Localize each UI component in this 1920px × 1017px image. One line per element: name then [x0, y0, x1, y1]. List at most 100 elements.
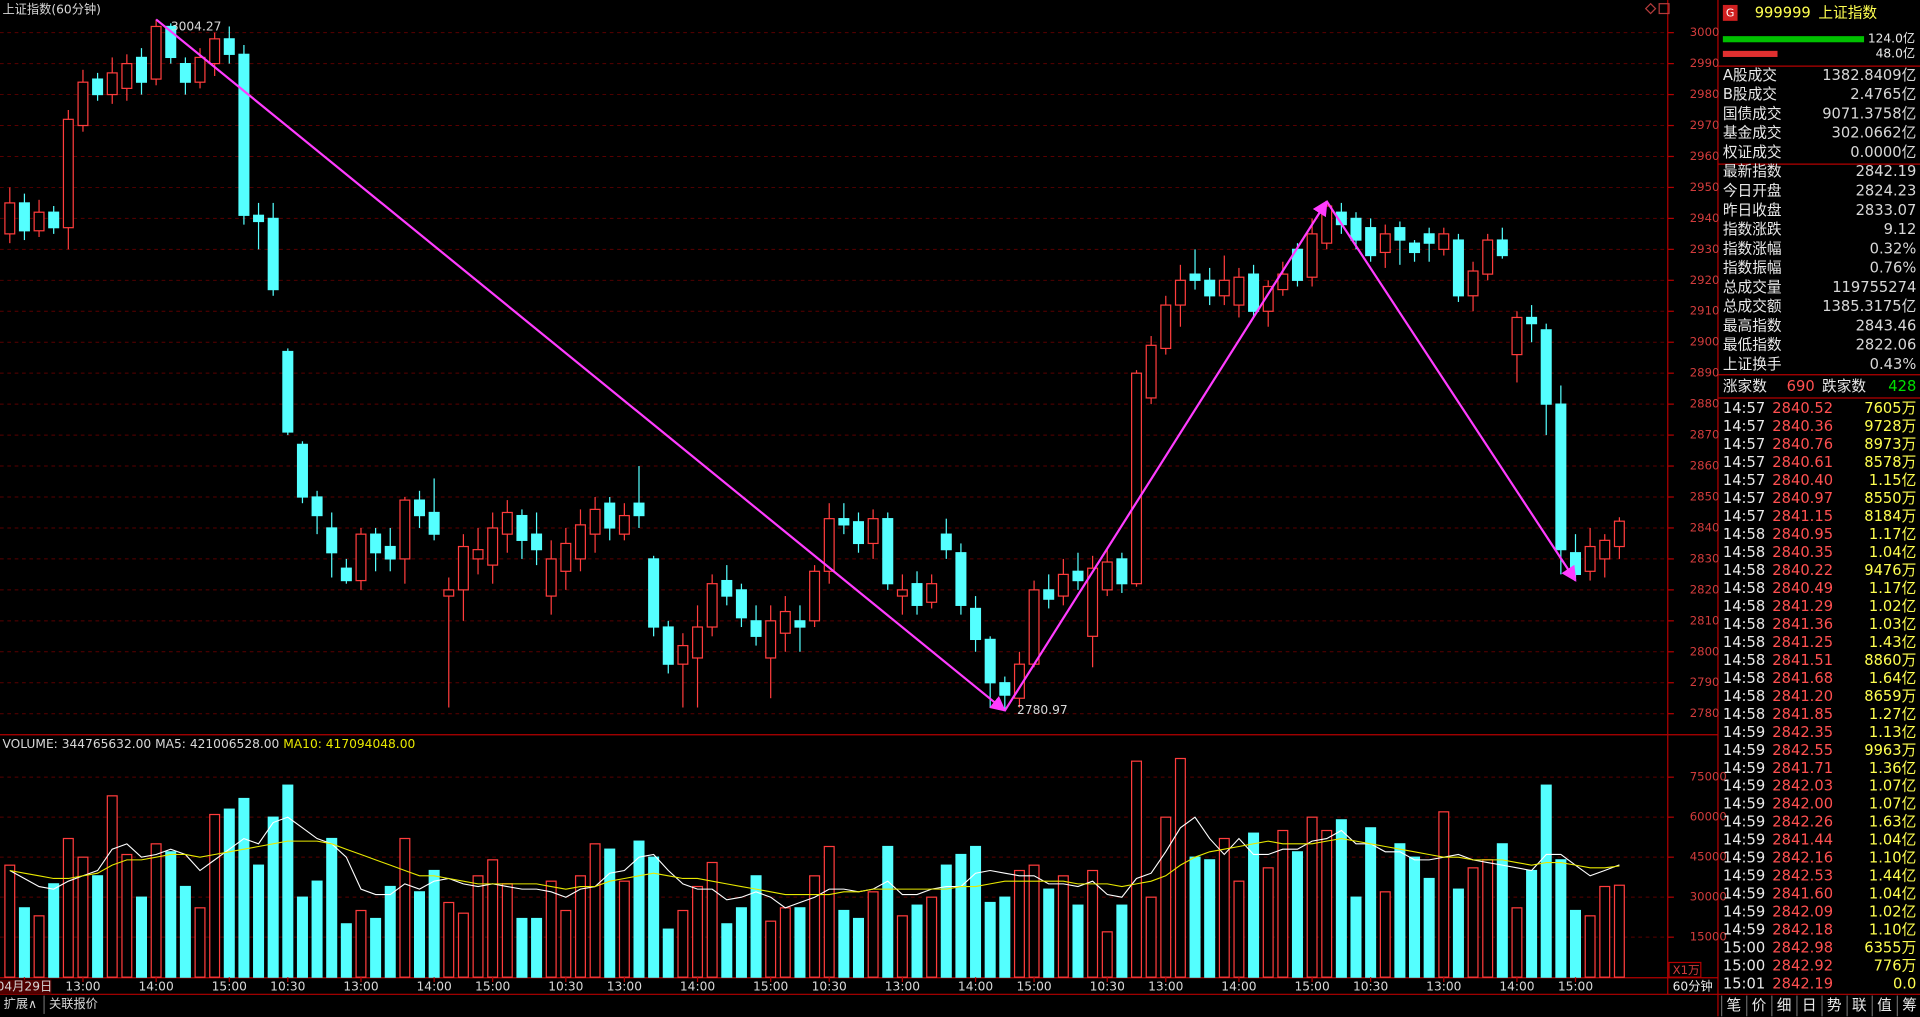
- candle-body: [1321, 205, 1333, 244]
- tab[interactable]: 势: [1827, 997, 1842, 1014]
- stat-label: 总成交额: [1723, 297, 1782, 315]
- stat-label: 指数振幅: [1723, 260, 1782, 277]
- y-tick-label: 2850: [1690, 490, 1720, 504]
- stat-value: 2833.07: [1856, 202, 1917, 219]
- candle-body: [545, 558, 557, 597]
- stat-label: A股成交: [1723, 66, 1777, 84]
- volume-bar: [296, 896, 308, 978]
- volume-bar: [1555, 859, 1567, 978]
- volume-bar: [692, 885, 704, 978]
- tick-volume: 1.43亿: [1869, 634, 1916, 651]
- tick-price: 2840.95: [1772, 526, 1833, 543]
- candle-body: [794, 620, 806, 628]
- tick-time: 14:57: [1723, 508, 1765, 525]
- candle-body: [1101, 561, 1113, 591]
- x-tick-label: 15:00: [475, 979, 510, 993]
- candle-body: [926, 583, 938, 603]
- candle-body: [882, 518, 894, 585]
- footer-button[interactable]: 关联报价: [49, 996, 98, 1011]
- candle-body: [384, 545, 396, 560]
- candle-body: [282, 350, 294, 433]
- candle-body: [179, 62, 191, 83]
- x-tick-label: 10:30: [548, 979, 583, 993]
- volume-bar: [955, 853, 967, 978]
- tick-time: 14:59: [1723, 814, 1765, 831]
- y-tick-label: 2900: [1690, 335, 1720, 349]
- volume-bar: [867, 891, 879, 978]
- volume-bar: [370, 917, 382, 978]
- stat-label: 指数涨幅: [1723, 240, 1782, 257]
- tab[interactable]: 价: [1752, 997, 1767, 1014]
- y-tick-label: 15000: [1690, 930, 1727, 944]
- volume-value: 344765632.00: [62, 736, 152, 750]
- tick-time: 14:58: [1723, 670, 1765, 687]
- volume-bar: [1365, 827, 1377, 978]
- tick-volume: 1.02亿: [1869, 598, 1916, 615]
- tick-price: 2840.22: [1772, 562, 1833, 579]
- candle-body: [238, 53, 250, 216]
- tab[interactable]: 筹: [1902, 997, 1917, 1014]
- volume-bar: [1467, 867, 1479, 978]
- volume-bar: [1116, 904, 1128, 978]
- volume-bar: [1218, 837, 1230, 978]
- candle-body: [662, 626, 674, 665]
- stat-value: 9.12: [1884, 221, 1917, 238]
- candle-body: [1087, 567, 1099, 637]
- candle-body: [867, 518, 879, 545]
- tick-price: 2840.76: [1772, 436, 1833, 453]
- volume-bar: [926, 896, 938, 978]
- footer-button[interactable]: 扩展∧: [4, 997, 37, 1011]
- volume-unit: X1万: [1673, 963, 1700, 977]
- tab[interactable]: 值: [1877, 997, 1892, 1014]
- y-tick-label: 2870: [1690, 428, 1720, 442]
- tick-time: 15:01: [1723, 976, 1765, 993]
- tick-time: 14:59: [1723, 868, 1765, 885]
- x-tick-label: 10:30: [270, 979, 305, 993]
- y-tick-label: 2890: [1690, 366, 1720, 380]
- tick-volume: 1.07亿: [1869, 796, 1916, 813]
- x-tick-label: 13:00: [343, 979, 378, 993]
- volume-bar: [1013, 869, 1025, 978]
- volume-bar: [779, 907, 791, 978]
- window-icons: [1644, 2, 1670, 15]
- period-label[interactable]: 60分钟: [1673, 978, 1713, 993]
- stat-label: 国债成交: [1723, 104, 1782, 122]
- x-tick-label: 15:00: [1294, 979, 1329, 993]
- volume-bar: [1438, 811, 1450, 978]
- tick-volume: 1.13亿: [1869, 724, 1916, 741]
- volume-bar: [1145, 896, 1157, 978]
- x-tick-label: 14:00: [1221, 979, 1256, 993]
- candle-body: [1043, 589, 1055, 600]
- candle-body: [223, 38, 235, 55]
- y-tick-label: 30000: [1690, 890, 1727, 904]
- candle-body: [194, 56, 206, 83]
- candle-body: [62, 118, 74, 229]
- tab[interactable]: 日: [1802, 997, 1817, 1014]
- volume-bar: [1350, 896, 1362, 978]
- tick-volume: 1.64亿: [1869, 670, 1916, 687]
- y-tick-label: 2920: [1690, 273, 1720, 287]
- volume-bar: [443, 901, 455, 978]
- candle-body: [1526, 316, 1538, 325]
- candle-body: [355, 533, 367, 582]
- candle-body: [1028, 589, 1040, 665]
- volume-bar: [501, 883, 513, 978]
- volume-bar: [1569, 909, 1582, 978]
- tick-price: 2841.36: [1772, 616, 1833, 633]
- tab[interactable]: 联: [1852, 997, 1867, 1014]
- volume-bar: [662, 928, 674, 978]
- tick-time: 14:59: [1723, 778, 1765, 795]
- candle-body: [443, 589, 455, 597]
- volume-bar: [911, 904, 923, 978]
- tab[interactable]: 笔: [1727, 997, 1742, 1014]
- tick-time: 14:59: [1723, 796, 1765, 813]
- candle-body: [1394, 227, 1406, 241]
- candle-body: [940, 533, 952, 551]
- candle-body: [1218, 279, 1230, 297]
- x-tick-label: 13:00: [885, 979, 920, 993]
- candle-body: [4, 202, 16, 235]
- tick-price: 2840.52: [1772, 400, 1833, 417]
- candle-body: [1482, 239, 1494, 275]
- tick-volume: 1.03亿: [1869, 616, 1916, 633]
- tab[interactable]: 细: [1777, 997, 1792, 1014]
